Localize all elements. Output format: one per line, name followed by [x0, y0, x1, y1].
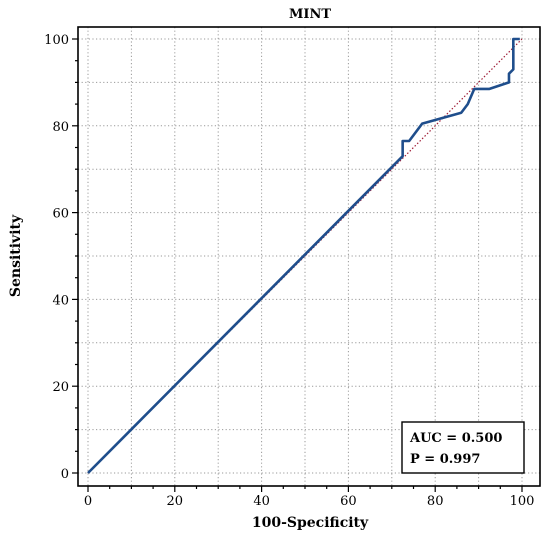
- y-axis-label: Sensitivity: [8, 214, 24, 297]
- chart-title: MINT: [289, 7, 331, 22]
- grid-lines: [78, 27, 540, 486]
- legend-frame: [401, 421, 525, 474]
- y-tick-label: 100: [44, 33, 69, 48]
- series-group: [87, 37, 523, 474]
- roc-curve: [87, 37, 520, 474]
- y-tick-label: 80: [52, 120, 69, 135]
- x-tick-label: 0: [84, 494, 92, 509]
- y-tick-label: 40: [52, 293, 69, 308]
- y-tick-label: 20: [52, 380, 69, 395]
- x-tick-label: 20: [167, 494, 184, 509]
- x-tick-label: 100: [510, 494, 535, 509]
- legend-box: AUC = 0.500 P = 0.997: [401, 421, 525, 474]
- axis-ticks: 0 20 40 60 80 100 0 20 40 60 80 100: [44, 33, 534, 509]
- y-tick-label: 60: [52, 207, 69, 222]
- x-axis-label: 100-Specificity: [252, 515, 369, 531]
- p-value-label: P = 0.997: [410, 452, 480, 467]
- x-tick-label: 60: [340, 494, 357, 509]
- y-tick-label: 0: [61, 467, 69, 482]
- x-tick-label: 80: [427, 494, 444, 509]
- auc-label: AUC = 0.500: [409, 431, 502, 446]
- x-tick-label: 40: [253, 494, 270, 509]
